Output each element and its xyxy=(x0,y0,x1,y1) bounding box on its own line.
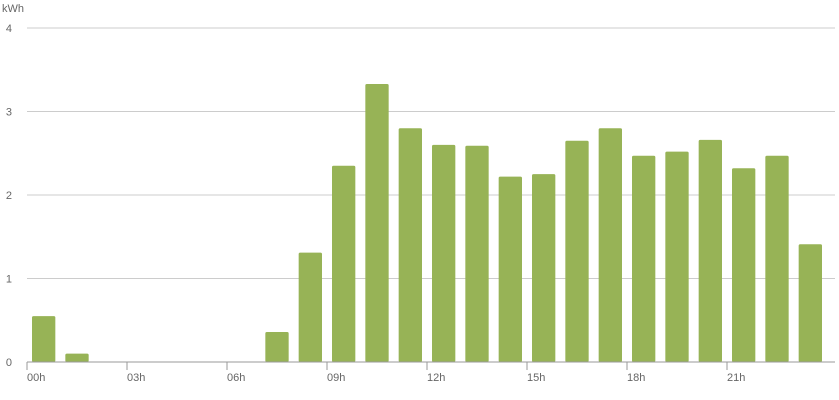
bar xyxy=(632,155,656,362)
bar xyxy=(698,139,722,362)
bar xyxy=(432,144,456,362)
y-tick-label: 0 xyxy=(6,357,12,369)
bar xyxy=(65,353,89,362)
x-tick-label: 00h xyxy=(27,372,45,384)
bar xyxy=(798,244,822,362)
x-tick-label: 12h xyxy=(427,372,445,384)
bar xyxy=(498,176,522,362)
bar xyxy=(565,140,589,362)
x-tick-label: 15h xyxy=(527,372,545,384)
bar xyxy=(598,128,622,362)
y-tick-label: 3 xyxy=(6,106,12,118)
bar xyxy=(298,252,322,362)
bar xyxy=(732,168,756,362)
y-axis-label: kWh xyxy=(2,3,24,15)
bar xyxy=(365,83,389,362)
y-tick-label: 1 xyxy=(6,273,12,285)
x-tick-label: 03h xyxy=(127,372,145,384)
bar xyxy=(332,165,356,362)
x-tick-label: 06h xyxy=(227,372,245,384)
y-tick-label: 2 xyxy=(6,190,12,202)
bar xyxy=(265,331,289,362)
x-tick-label: 21h xyxy=(727,372,745,384)
y-tick-label: 4 xyxy=(6,23,12,35)
bar xyxy=(32,316,56,362)
x-tick-label: 09h xyxy=(327,372,345,384)
bar xyxy=(532,174,556,362)
bar xyxy=(398,128,422,362)
x-tick-label: 18h xyxy=(627,372,645,384)
bar xyxy=(465,145,489,362)
bar xyxy=(665,151,689,362)
bar xyxy=(765,155,789,362)
